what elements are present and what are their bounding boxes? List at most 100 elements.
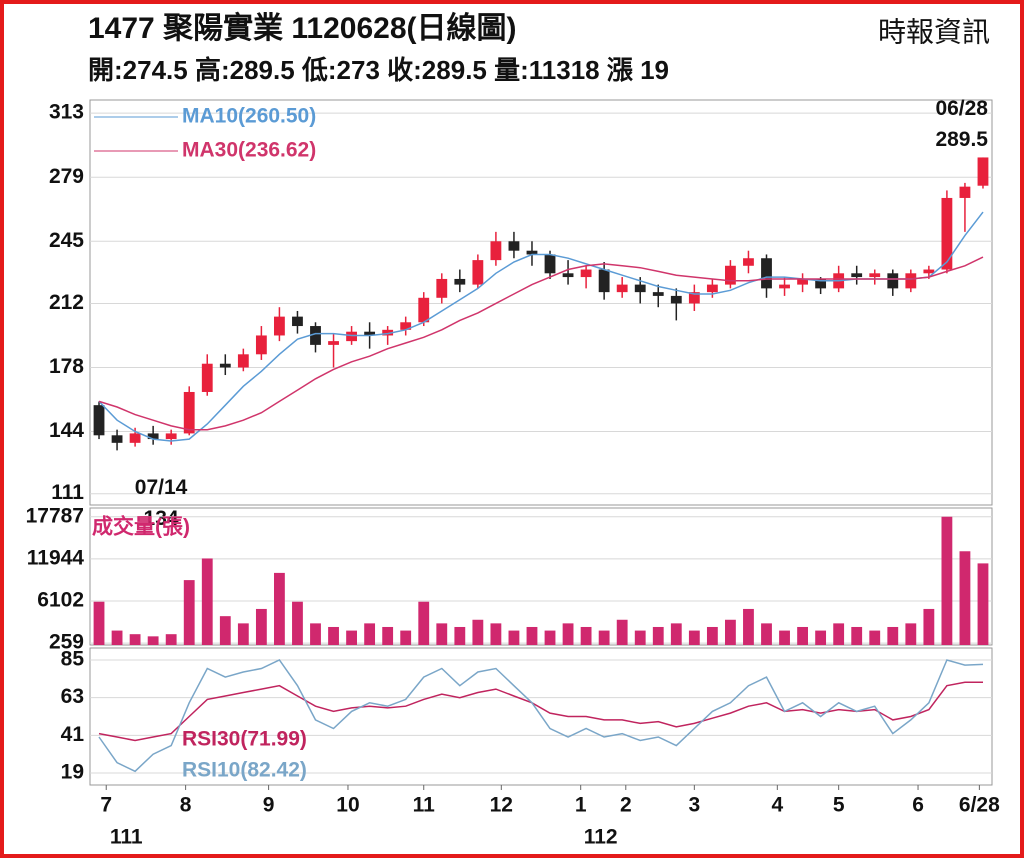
volume-bar [508,630,520,645]
legend-label: RSI10(82.42) [182,759,307,782]
candle-body [598,269,610,293]
volume-bar [364,623,376,645]
candle-body [129,433,141,443]
candle-body [111,435,123,443]
x-tick-label: 11 [413,794,436,817]
volume-bar [382,626,394,645]
candle-body [869,273,881,278]
annotation-date: 07/14 [135,476,188,499]
series-line [98,681,983,742]
candle-body [508,241,520,251]
volume-bar [833,623,845,645]
volume-bar [526,626,538,645]
annotation-value: 134 [144,507,179,530]
candle-body [652,292,664,296]
candle-body [905,273,917,289]
candle-body [706,284,718,293]
candle-body [201,363,213,392]
y-tick-label: 85 [61,648,85,671]
volume-bar [418,601,430,645]
volume-bar [292,601,303,645]
annotation-value: 289.5 [935,128,988,151]
candle-body [634,284,646,293]
candle-body [887,273,899,289]
volume-bar [634,630,646,645]
volume-bar [815,630,827,645]
volume-bar [580,626,592,645]
annotation-date: 06/28 [935,97,988,120]
y-tick-label: 111 [51,481,84,504]
candle-body [725,265,736,285]
candle-body [436,278,448,298]
volume-bar [652,626,664,645]
volume-bar [725,619,736,645]
candle-body [688,292,700,304]
legend-label: RSI30(71.99) [182,728,307,751]
volume-bar [454,626,466,645]
x-tick-label: 7 [100,794,112,817]
volume-bar [237,623,249,645]
volume-bar [977,563,989,645]
volume-bar [201,558,213,645]
panel-frame [89,99,993,506]
candle-body [797,278,808,285]
x-tick-label: 10 [336,794,359,817]
volume-bar [905,623,917,645]
volume-bar [274,572,285,645]
candle-body [237,354,249,368]
chart-title: 1477 聚陽實業 1120628(日線圖) [88,11,517,45]
candle-body [490,241,502,261]
x-tick-label: 12 [490,794,513,817]
y-tick-label: 245 [49,229,84,252]
y-tick-label: 63 [61,685,84,708]
y-tick-label: 41 [61,723,85,746]
volume-bar [129,634,141,645]
volume-bar [941,516,953,645]
candle-body [183,391,195,434]
volume-bar [436,623,448,645]
candle-body [382,329,394,336]
quote: 開:274.5 高:289.5 低:273 收:289.5 量:11318 漲 … [88,55,669,85]
candle-body [328,341,339,345]
source: 時報資訊 [878,16,990,47]
y-tick-label: 178 [49,355,84,378]
legend-label: MA30(236.62) [182,139,316,162]
volume-bar [400,630,412,645]
volume-bar [616,619,628,645]
x-tick-label: 1 [575,794,587,817]
volume-bar [111,630,123,645]
candle-body [941,197,953,270]
x-tick-label: 5 [833,794,845,817]
volume-bar [328,626,339,645]
volume-bar [472,619,484,645]
candle-body [562,273,574,278]
x-tick-label: 6 [912,794,924,817]
panel-frame [89,507,993,646]
year-label: 111 [110,826,143,849]
volume-bar [93,601,105,645]
year-label: 112 [584,826,618,849]
y-tick-label: 144 [49,419,84,442]
volume-bar [346,630,357,645]
candle-body [310,326,321,345]
y-tick-label: 11944 [27,546,85,569]
series-line [98,256,984,431]
volume-bar [869,630,881,645]
volume-bar [147,636,159,645]
volume-bar [797,626,808,645]
volume-bar [255,608,267,645]
candle-body [418,297,430,323]
x-tick-label: 6/28 [959,794,1000,817]
volume-bar [562,623,574,645]
y-tick-label: 279 [49,165,84,188]
candle-body [165,433,177,440]
candle-body [364,331,376,336]
volume-bar [779,630,790,645]
volume-bar [310,623,321,645]
y-tick-label: 212 [49,291,84,314]
candle-body [472,260,484,285]
x-tick-label: 2 [620,794,632,817]
volume-bar [706,626,718,645]
volume-bar [923,608,935,645]
